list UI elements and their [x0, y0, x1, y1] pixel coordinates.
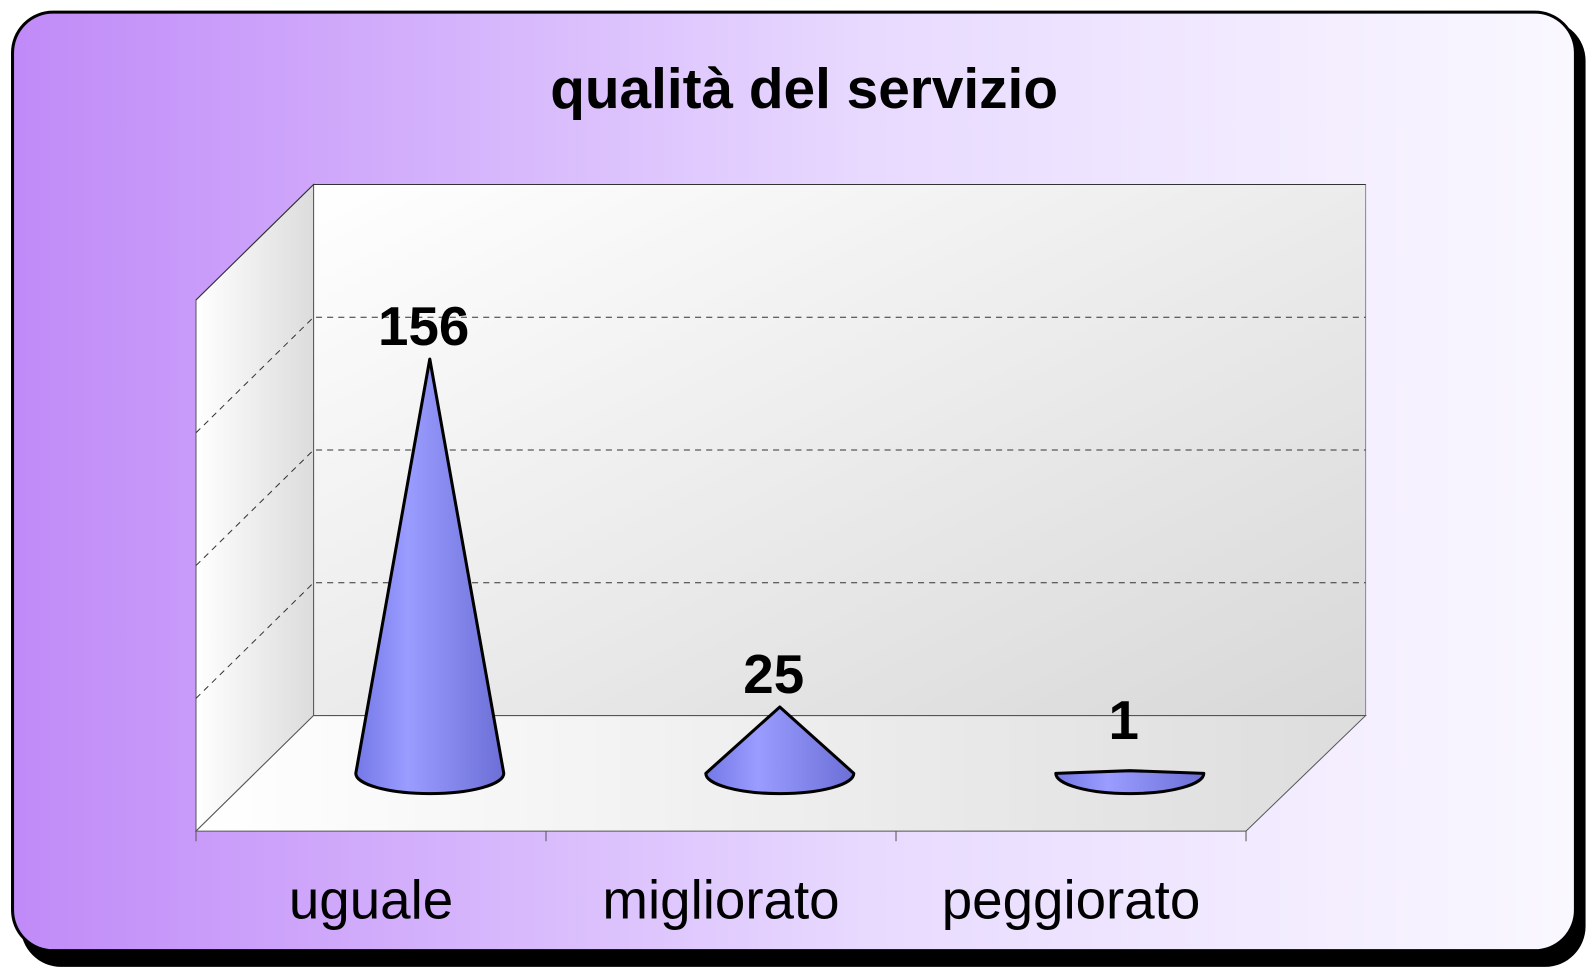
grid-line	[195, 183, 1366, 301]
x-tick-label: peggiorato	[942, 869, 1201, 931]
x-tick-label: uguale	[289, 869, 453, 931]
chart-title: qualità del servizio	[550, 58, 1058, 121]
data-label: 1	[1109, 689, 1139, 751]
cone	[354, 357, 506, 796]
data-label: 156	[378, 295, 469, 357]
cone	[1054, 769, 1206, 796]
data-label: 25	[743, 643, 804, 705]
x-tick-label: migliorato	[602, 869, 839, 931]
cone	[704, 705, 856, 796]
